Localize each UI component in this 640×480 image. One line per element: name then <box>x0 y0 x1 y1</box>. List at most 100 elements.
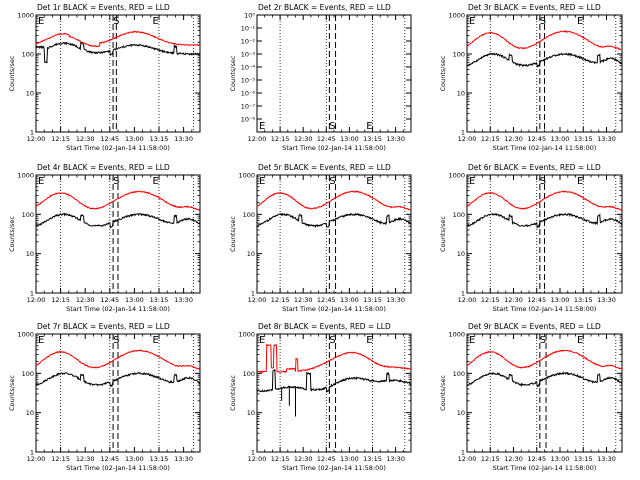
y-axis-label: Counts/sec <box>8 216 16 252</box>
x-tick-label: 12:45 <box>317 135 336 143</box>
x-tick-label: 12:15 <box>51 135 70 143</box>
panel-title: Det 2r BLACK = Events, RED = LLD <box>258 3 391 12</box>
x-tick-label: 12:00 <box>248 135 267 143</box>
y-tick-label: 1 <box>30 129 34 137</box>
x-tick-label: 12:45 <box>317 455 336 463</box>
x-tick-label: 13:15 <box>150 135 169 143</box>
panel-title: Det 3r BLACK = Events, RED = LLD <box>468 3 601 12</box>
x-axis-label: Start Time (02-Jan-14 11:58:00) <box>282 144 386 152</box>
y-tick-label: 10 <box>457 409 465 417</box>
event-marker-e: E <box>469 16 475 27</box>
y-tick-label: 100 <box>22 370 34 378</box>
x-tick-label: 13:30 <box>386 455 405 463</box>
x-tick-label: 12:00 <box>458 296 477 304</box>
y-tick-label: 1 <box>461 449 465 457</box>
panel-det8: Det 8r BLACK = Events, RED = LLD 1 10 100 10… <box>229 322 412 472</box>
event-marker-s: S <box>113 176 119 187</box>
x-tick-label: 12:30 <box>76 296 95 304</box>
event-marker-s: S <box>540 335 546 346</box>
y-tick-label: 10⁻¹ <box>241 25 256 33</box>
event-marker-e: E <box>153 335 159 346</box>
y-tick-label: 10⁻⁶ <box>241 90 256 98</box>
y-tick-label: 1000 <box>17 331 34 339</box>
x-tick-label: 13:15 <box>574 455 593 463</box>
x-tick-label: 12:30 <box>76 455 95 463</box>
event-marker-e: E <box>38 335 44 346</box>
y-tick-label: 10⁻⁵ <box>241 77 256 85</box>
y-tick-label: 1000 <box>17 172 34 180</box>
x-tick-label: 13:00 <box>340 135 359 143</box>
x-tick-label: 13:30 <box>597 135 616 143</box>
lld-series <box>256 343 412 374</box>
x-tick-label: 13:30 <box>174 455 193 463</box>
x-tick-label: 13:00 <box>551 455 570 463</box>
x-tick-label: 13:00 <box>340 455 359 463</box>
y-tick-label: 1 <box>30 290 34 298</box>
event-marker-e: E <box>153 16 159 27</box>
x-tick-label: 13:15 <box>363 296 382 304</box>
y-tick-label: 1000 <box>448 331 465 339</box>
y-tick-label: 10 <box>247 409 255 417</box>
x-tick-label: 13:00 <box>551 296 570 304</box>
x-tick-label: 13:00 <box>340 296 359 304</box>
y-tick-label: 10 <box>26 90 34 98</box>
y-tick-label: 1 <box>30 449 34 457</box>
x-tick-label: 12:15 <box>481 455 500 463</box>
y-tick-label: 1000 <box>448 172 465 180</box>
x-tick-label: 12:15 <box>51 296 70 304</box>
panel-det6: Det 6r BLACK = Events, RED = LLD 1 10 100 10… <box>439 163 623 313</box>
event-marker-e: E <box>366 176 372 187</box>
panel-det5: Det 5r BLACK = Events, RED = LLD 1 10 100 10… <box>229 163 412 313</box>
x-tick-label: 12:45 <box>527 455 546 463</box>
y-tick-label: 10 <box>457 90 465 98</box>
x-tick-label: 12:15 <box>481 135 500 143</box>
x-axis-label: Start Time (02-Jan-14 11:58:00) <box>493 464 597 472</box>
x-tick-label: 12:00 <box>248 296 267 304</box>
x-axis-label: Start Time (02-Jan-14 11:58:00) <box>66 464 170 472</box>
x-tick-label: 12:30 <box>504 455 523 463</box>
lld-series <box>466 349 623 370</box>
event-marker-e: E <box>366 121 372 132</box>
x-tick-label: 12:45 <box>317 296 336 304</box>
panel-det1: Det 1r BLACK = Events, RED = LLD 1 10 100 10… <box>8 3 201 152</box>
lld-series <box>35 349 201 371</box>
x-tick-label: 13:00 <box>125 135 144 143</box>
x-tick-label: 12:30 <box>294 455 313 463</box>
x-tick-label: 13:15 <box>363 455 382 463</box>
plot-frame <box>256 333 412 453</box>
x-axis-label: Start Time (02-Jan-14 11:58:00) <box>66 144 170 152</box>
x-axis-label: Start Time (02-Jan-14 11:58:00) <box>493 305 597 313</box>
events-series <box>256 212 412 228</box>
y-tick-label: 1000 <box>448 12 465 20</box>
x-tick-label: 12:45 <box>527 296 546 304</box>
y-tick-label: 10⁻⁸ <box>241 116 256 124</box>
y-tick-label: 1000 <box>238 331 255 339</box>
x-tick-label: 12:00 <box>458 135 477 143</box>
y-tick-label: 100 <box>22 51 34 59</box>
y-tick-label: 100 <box>22 211 34 219</box>
panel-title: Det 8r BLACK = Events, RED = LLD <box>258 322 391 331</box>
x-tick-label: 12:15 <box>481 296 500 304</box>
event-marker-s: S <box>329 121 335 132</box>
y-tick-label: 10⁻³ <box>241 51 256 59</box>
x-tick-label: 13:30 <box>386 135 405 143</box>
event-marker-e: E <box>577 335 583 346</box>
event-marker-e: E <box>469 176 475 187</box>
event-marker-s: S <box>329 335 335 346</box>
x-tick-label: 12:30 <box>504 135 523 143</box>
panel-title: Det 7r BLACK = Events, RED = LLD <box>37 322 170 331</box>
x-tick-label: 13:30 <box>386 296 405 304</box>
y-tick-label: 10⁻⁴ <box>241 64 256 72</box>
y-axis-label: Counts/sec <box>229 375 237 411</box>
y-axis-label: Counts/sec <box>229 55 237 91</box>
y-axis-label: Counts/sec <box>229 216 237 252</box>
x-tick-label: 12:45 <box>100 455 119 463</box>
panel-title: Det 6r BLACK = Events, RED = LLD <box>468 163 601 172</box>
events-series <box>35 212 201 229</box>
event-marker-e: E <box>259 121 265 132</box>
event-marker-s: S <box>540 16 546 27</box>
x-tick-label: 12:15 <box>51 455 70 463</box>
x-tick-label: 12:30 <box>76 135 95 143</box>
y-tick-label: 10⁰ <box>244 12 255 20</box>
